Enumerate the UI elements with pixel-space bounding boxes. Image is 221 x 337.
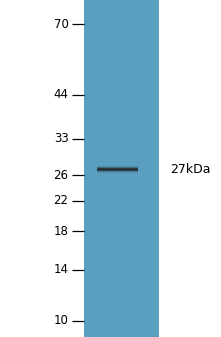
Text: 22: 22 — [53, 194, 69, 207]
Text: 26: 26 — [53, 169, 69, 182]
Bar — [84, 0, 159, 337]
Text: 27kDa: 27kDa — [170, 163, 211, 176]
Text: 70: 70 — [54, 18, 69, 31]
Text: 44: 44 — [53, 88, 69, 101]
Text: 18: 18 — [54, 225, 69, 238]
Text: 33: 33 — [54, 132, 69, 145]
Text: 14: 14 — [53, 263, 69, 276]
Text: 10: 10 — [54, 314, 69, 328]
